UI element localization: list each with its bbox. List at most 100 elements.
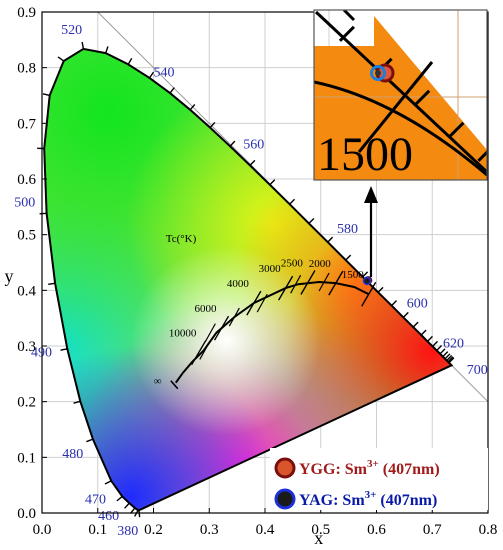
- locus-tick: [86, 438, 94, 443]
- locus-tick: [229, 140, 236, 147]
- inset-locus-tick: [338, 25, 356, 42]
- locus-tick: [439, 348, 446, 355]
- legend-suffix: (407nm): [379, 461, 440, 478]
- locus-tick: [169, 87, 175, 94]
- locus-tick: [57, 56, 65, 62]
- infinity-label: ∞: [154, 376, 162, 388]
- isotherm-label: 10000: [169, 328, 197, 340]
- wavelength-label: 540: [154, 66, 175, 81]
- x-tick-label: 0.1: [88, 522, 107, 538]
- locus-tick: [427, 335, 433, 342]
- isotherm-tick: [191, 340, 207, 366]
- locus-tick: [391, 300, 397, 307]
- locus-tick: [432, 340, 439, 347]
- inset-content: 1500: [314, 10, 487, 180]
- legend-background: [270, 448, 488, 510]
- legend-entry-1: YAG: Sm3+ (407nm): [299, 489, 437, 509]
- inset-planckian-curve: [314, 80, 487, 177]
- legend-entry-0: YGG: Sm3+ (407nm): [299, 458, 440, 478]
- y-axis-label: y: [5, 266, 14, 286]
- inset-marker-yag: [370, 65, 386, 81]
- locus-tick: [148, 71, 155, 79]
- locus-tick: [420, 329, 427, 336]
- locus-tick: [249, 159, 256, 166]
- locus-tick: [104, 480, 112, 485]
- isotherm-tick: [213, 315, 230, 341]
- wavelength-label: 580: [337, 222, 358, 237]
- x-tick-label: 0.3: [200, 522, 219, 538]
- inset-outside-region-top: [314, 10, 374, 46]
- isotherm-minor-tick: [318, 272, 330, 292]
- isotherm-label: 2000: [309, 258, 332, 270]
- inset-isotherm: [357, 61, 434, 153]
- locus-tick: [446, 355, 453, 361]
- y-tick-label: 0.2: [17, 395, 36, 411]
- inset-arrow-head: [364, 186, 378, 203]
- inset-locus-tick: [477, 150, 487, 162]
- locus-tick: [105, 46, 109, 54]
- locus-tick: [308, 217, 315, 224]
- x-tick-label: 0.4: [256, 522, 275, 538]
- legend-marker: [274, 488, 296, 510]
- isotherm-label: 3000: [259, 263, 282, 275]
- isotherm-label: 4000: [227, 278, 250, 290]
- y-tick-label: 0.7: [17, 116, 36, 132]
- locus-tick: [448, 357, 455, 364]
- locus-tick: [327, 236, 334, 243]
- inset-marker-yag-core: [375, 70, 381, 76]
- locus-tick: [345, 254, 352, 261]
- y-tick-label: 0.8: [17, 61, 36, 77]
- x-tick-label: 0.8: [479, 522, 498, 538]
- locus-tick: [81, 41, 85, 49]
- legend-superscript: 3+: [365, 489, 377, 501]
- wavelength-label: 470: [85, 492, 106, 507]
- wavelength-label: 500: [14, 195, 35, 210]
- isotherm-label: 6000: [195, 303, 218, 315]
- locus-tick: [269, 179, 276, 186]
- locus-tick: [289, 198, 296, 205]
- wavelength-label: 520: [61, 23, 82, 38]
- x-tick-label: 0.2: [144, 522, 163, 538]
- locus-tick: [377, 286, 384, 293]
- locus-tick: [402, 311, 409, 318]
- locus-tick: [362, 271, 369, 278]
- locus-tick: [116, 495, 123, 502]
- inset-locus-edge: [314, 10, 487, 174]
- legend-name: YGG: Sm: [299, 461, 368, 478]
- locus-tick: [60, 348, 68, 351]
- y-tick-label: 0.5: [17, 228, 36, 244]
- locus-tick: [42, 93, 50, 97]
- x-tick-label: 0.5: [311, 522, 330, 538]
- locus-tick: [48, 282, 56, 286]
- locus-tick: [447, 356, 454, 363]
- locus-tick: [127, 57, 133, 65]
- inset-panel: 1500: [313, 9, 488, 181]
- inset-locus-tick: [414, 89, 431, 106]
- locus-tick: [436, 345, 443, 351]
- isotherm-minor-tick: [256, 293, 268, 313]
- legend-suffix: (407nm): [376, 492, 437, 509]
- locus-tick: [209, 121, 216, 129]
- y-tick-label: 0.4: [17, 283, 36, 299]
- isotherm-tick: [246, 290, 262, 316]
- wavelength-label: 560: [243, 138, 264, 153]
- locus-tick: [39, 212, 47, 215]
- y-tick-label: 0.3: [17, 339, 36, 355]
- legend-marker: [274, 457, 296, 479]
- locus-tick: [442, 351, 449, 358]
- inset-locus-tick: [448, 121, 465, 138]
- legend: YGG: Sm3+ (407nm)YAG: Sm3+ (407nm): [270, 448, 488, 510]
- data-marker: [362, 276, 372, 286]
- isotherm-minor-tick: [290, 274, 302, 294]
- planckian-end-cap: [170, 380, 179, 390]
- x-tick-label: 0.0: [33, 522, 52, 538]
- locus-tick: [73, 400, 81, 404]
- isotherm-tick: [278, 275, 294, 301]
- locus-tick: [189, 104, 196, 111]
- locus-tick: [412, 321, 419, 328]
- wavelength-label: 620: [443, 337, 464, 352]
- legend-superscript: 3+: [367, 458, 379, 470]
- wavelength-label: 380: [117, 524, 138, 539]
